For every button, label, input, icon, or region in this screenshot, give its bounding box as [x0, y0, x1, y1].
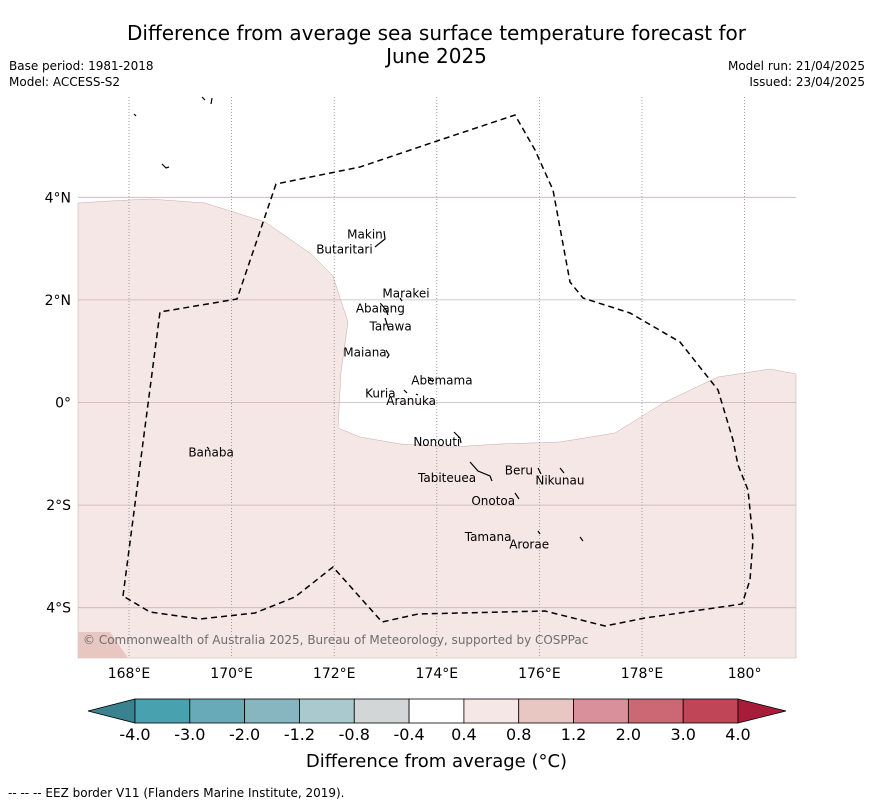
colorbar-swatch: [518, 698, 574, 724]
colorbar-swatch: [627, 698, 684, 724]
longitude-tick-label: 176°E: [518, 666, 561, 682]
latitude-tick-label: 2°S: [46, 498, 71, 514]
island-label-abemama: Abemama: [411, 374, 472, 388]
island-label-tarawa: Tarawa: [369, 320, 412, 334]
anomaly-fill-medium: [78, 632, 128, 658]
colorbar-tick-label: 1.2: [560, 725, 587, 744]
latitude-tick-label: 0°: [55, 396, 71, 412]
island-label-beru: Beru: [505, 463, 533, 477]
colorbar-tick-label: 3.0: [670, 725, 696, 744]
graticule: [78, 97, 796, 658]
colorbar-tick-label: 4.0: [725, 725, 751, 744]
colorbar-tick-label: 0.8: [505, 725, 532, 744]
island-labels: Makin Butaritari Marakei Abaiang Tarawa Maian…: [188, 227, 584, 551]
longitude-tick-label: 174°E: [416, 666, 459, 682]
island-label-butaritari: Butaritari: [316, 243, 373, 257]
copyright-note: © Commonwealth of Australia 2025, Bureau…: [83, 633, 588, 647]
island-label-arorae: Arorae: [509, 538, 549, 552]
colorbar-tick-label: 0.4: [451, 725, 477, 744]
anomaly-fill-light: [77, 198, 797, 659]
model-info: Base period: 1981-2018 Model: ACCESS-S2: [9, 58, 154, 90]
island-label-aranuka: Aranuka: [386, 394, 436, 408]
colorbar-tick-label: -2.0: [229, 725, 261, 744]
axis-labels: 168°E 170°E 172°E 174°E 176°E 178°E 180° 4°N 2°N…: [45, 190, 762, 682]
island-label-nikunau: Nikunau: [535, 474, 584, 488]
map-title: Difference from average sea surface temp…: [0, 22, 873, 68]
title-line-1: Difference from average sea surface temp…: [126, 21, 746, 45]
eez-footnote: -- -- -- EEZ border V11 (Flanders Marine…: [8, 786, 345, 800]
longitude-tick-label: 168°E: [108, 666, 151, 682]
island-label-nonouti: Nonouti: [413, 435, 460, 449]
latitude-tick-label: 4°S: [46, 601, 71, 617]
latitude-tick-label: 2°N: [45, 293, 71, 309]
island-label-onotoa: Onotoa: [471, 494, 515, 508]
colorbar-swatch: [353, 698, 410, 724]
colorbar-swatch: [189, 698, 246, 724]
colorbar-tick-label: -3.0: [174, 725, 206, 744]
island-label-makin: Makin: [347, 227, 383, 241]
colorbar-swatch: [463, 698, 520, 724]
colorbar-arrow-low: [87, 698, 136, 724]
colorbar-swatch: [299, 698, 355, 724]
colorbar-swatch: [134, 698, 191, 724]
colorbar-tick-label: -0.8: [338, 725, 370, 744]
colorbar-tick-label: -0.4: [393, 725, 425, 744]
colorbar-tick-label: -4.0: [119, 725, 151, 744]
latitude-tick-label: 4°N: [45, 190, 71, 206]
model-name: Model: ACCESS-S2: [9, 75, 121, 89]
island-label-abaiang: Abaiang: [356, 302, 405, 316]
title-line-2: June 2025: [386, 44, 487, 68]
colorbar-label: Difference from average (°C): [305, 751, 568, 772]
island-label-kuria: Kuria: [365, 386, 396, 400]
island-label-marakei: Marakei: [382, 286, 429, 300]
longitude-tick-label: 178°E: [621, 666, 664, 682]
run-info: Model run: 21/04/2025 Issued: 23/04/2025: [728, 58, 865, 90]
island-label-banaba: Banaba: [188, 445, 234, 459]
colorbar-tick-label: -1.2: [283, 725, 316, 744]
eez-border: [122, 114, 754, 627]
model-run: Model run: 21/04/2025: [727, 59, 865, 73]
colorbar-arrow-high: [737, 698, 787, 724]
colorbar-swatch: [244, 698, 300, 724]
longitude-tick-label: 172°E: [313, 666, 356, 682]
longitude-tick-label: 180°: [728, 666, 762, 682]
colorbar-tick-label: 2.0: [615, 725, 642, 744]
colorbar-swatch: [682, 698, 739, 724]
base-period: Base period: 1981-2018: [9, 59, 154, 73]
colorbar-swatch: [573, 698, 629, 724]
colorbar: [87, 698, 787, 724]
island-outlines: [133, 96, 584, 542]
colorbar-swatch: [408, 698, 465, 724]
island-label-tabiteuea: Tabiteuea: [417, 471, 476, 485]
issued-date: Issued: 23/04/2025: [749, 75, 865, 89]
longitude-tick-label: 170°E: [210, 666, 253, 682]
island-label-tamana: Tamana: [464, 530, 512, 544]
island-label-maiana: Maiana: [343, 345, 386, 359]
